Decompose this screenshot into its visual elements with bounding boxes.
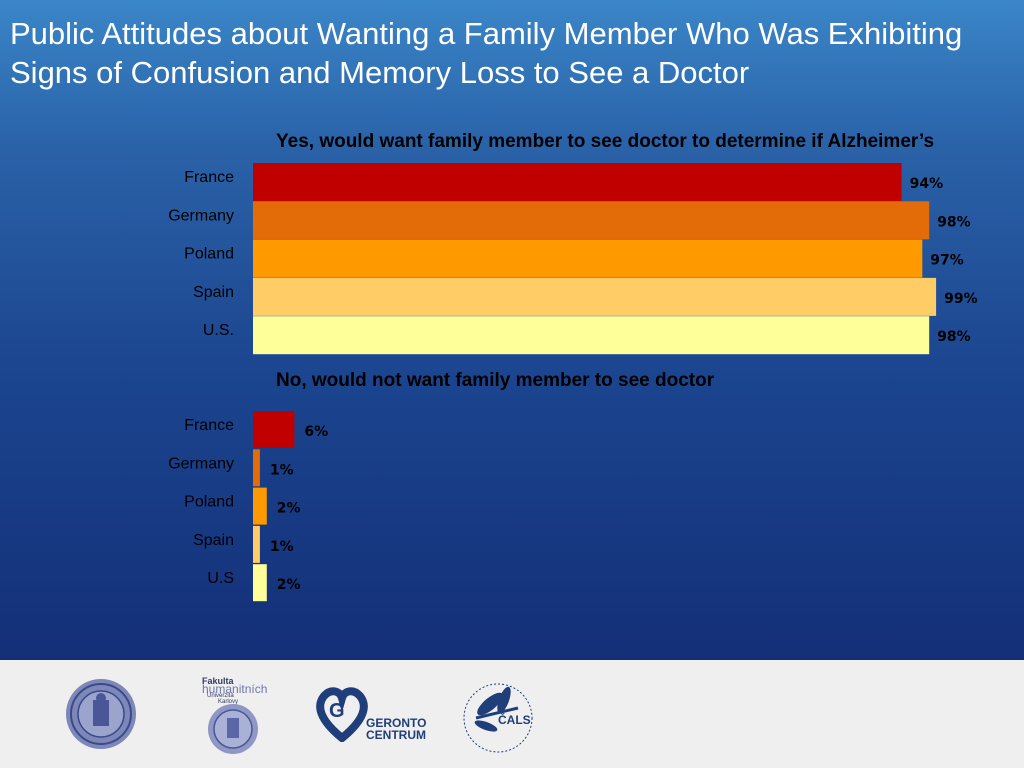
- bar-charts: France 94% Germany 98% Poland 97% Spain 99% U.S.…: [168, 163, 978, 602]
- bar-poland: [253, 239, 923, 278]
- faculty-seal-icon: [208, 704, 258, 754]
- value-label: 98%: [937, 329, 971, 345]
- cals-logo-text: ČALS: [498, 713, 531, 727]
- bar-spain: [253, 525, 260, 563]
- svg-text:G: G: [329, 700, 345, 722]
- bar-poland: [253, 487, 267, 525]
- footer-logo-strip: Fakulta humanitních Univerzita Karlovy G…: [0, 660, 1024, 768]
- faculty-logo-text: humanitních: [202, 682, 268, 696]
- bar-france: [253, 163, 902, 201]
- geronto-logo-text: GERONTO: [366, 716, 427, 730]
- value-label: 97%: [930, 253, 964, 269]
- category-label: France: [184, 169, 234, 186]
- category-label: Poland: [184, 494, 234, 511]
- bar-germany: [253, 201, 930, 240]
- value-label: 98%: [937, 214, 971, 230]
- value-label: 2%: [277, 577, 301, 593]
- gerontocentrum-heart-icon: G: [316, 687, 368, 742]
- value-label: 94%: [910, 176, 944, 192]
- bar-france: [253, 411, 295, 448]
- value-label: 1%: [270, 462, 294, 478]
- bar-germany: [253, 449, 260, 487]
- category-label: Spain: [193, 284, 234, 301]
- bar-us: [253, 564, 267, 602]
- faculty-logo-text: Fakulta: [202, 676, 234, 686]
- slide-title: Public Attitudes about Wanting a Family …: [10, 16, 963, 90]
- value-label: 2%: [277, 501, 301, 517]
- category-label: U.S.: [203, 322, 234, 339]
- bar-spain: [253, 277, 937, 316]
- category-label: France: [184, 417, 234, 434]
- category-label: Germany: [168, 455, 234, 472]
- faculty-logo-text: Univerzita: [207, 693, 234, 699]
- charles-university-seal-icon: [66, 679, 136, 749]
- category-label: U.S: [207, 570, 234, 587]
- bar-us: [253, 316, 930, 355]
- faculty-logo-text: Karlovy: [218, 699, 239, 705]
- category-label: Germany: [168, 207, 234, 224]
- value-label: 99%: [944, 291, 978, 307]
- value-label: 6%: [304, 424, 328, 440]
- chart-yes-heading: Yes, would want family member to see doc…: [276, 131, 935, 152]
- chart-no-heading: No, would not want family member to see …: [276, 370, 715, 391]
- geronto-logo-text: CENTRUM: [366, 728, 426, 742]
- cals-dragonfly-icon: [463, 683, 533, 753]
- value-label: 1%: [270, 539, 294, 555]
- category-label: Spain: [193, 532, 234, 549]
- category-label: Poland: [184, 246, 234, 263]
